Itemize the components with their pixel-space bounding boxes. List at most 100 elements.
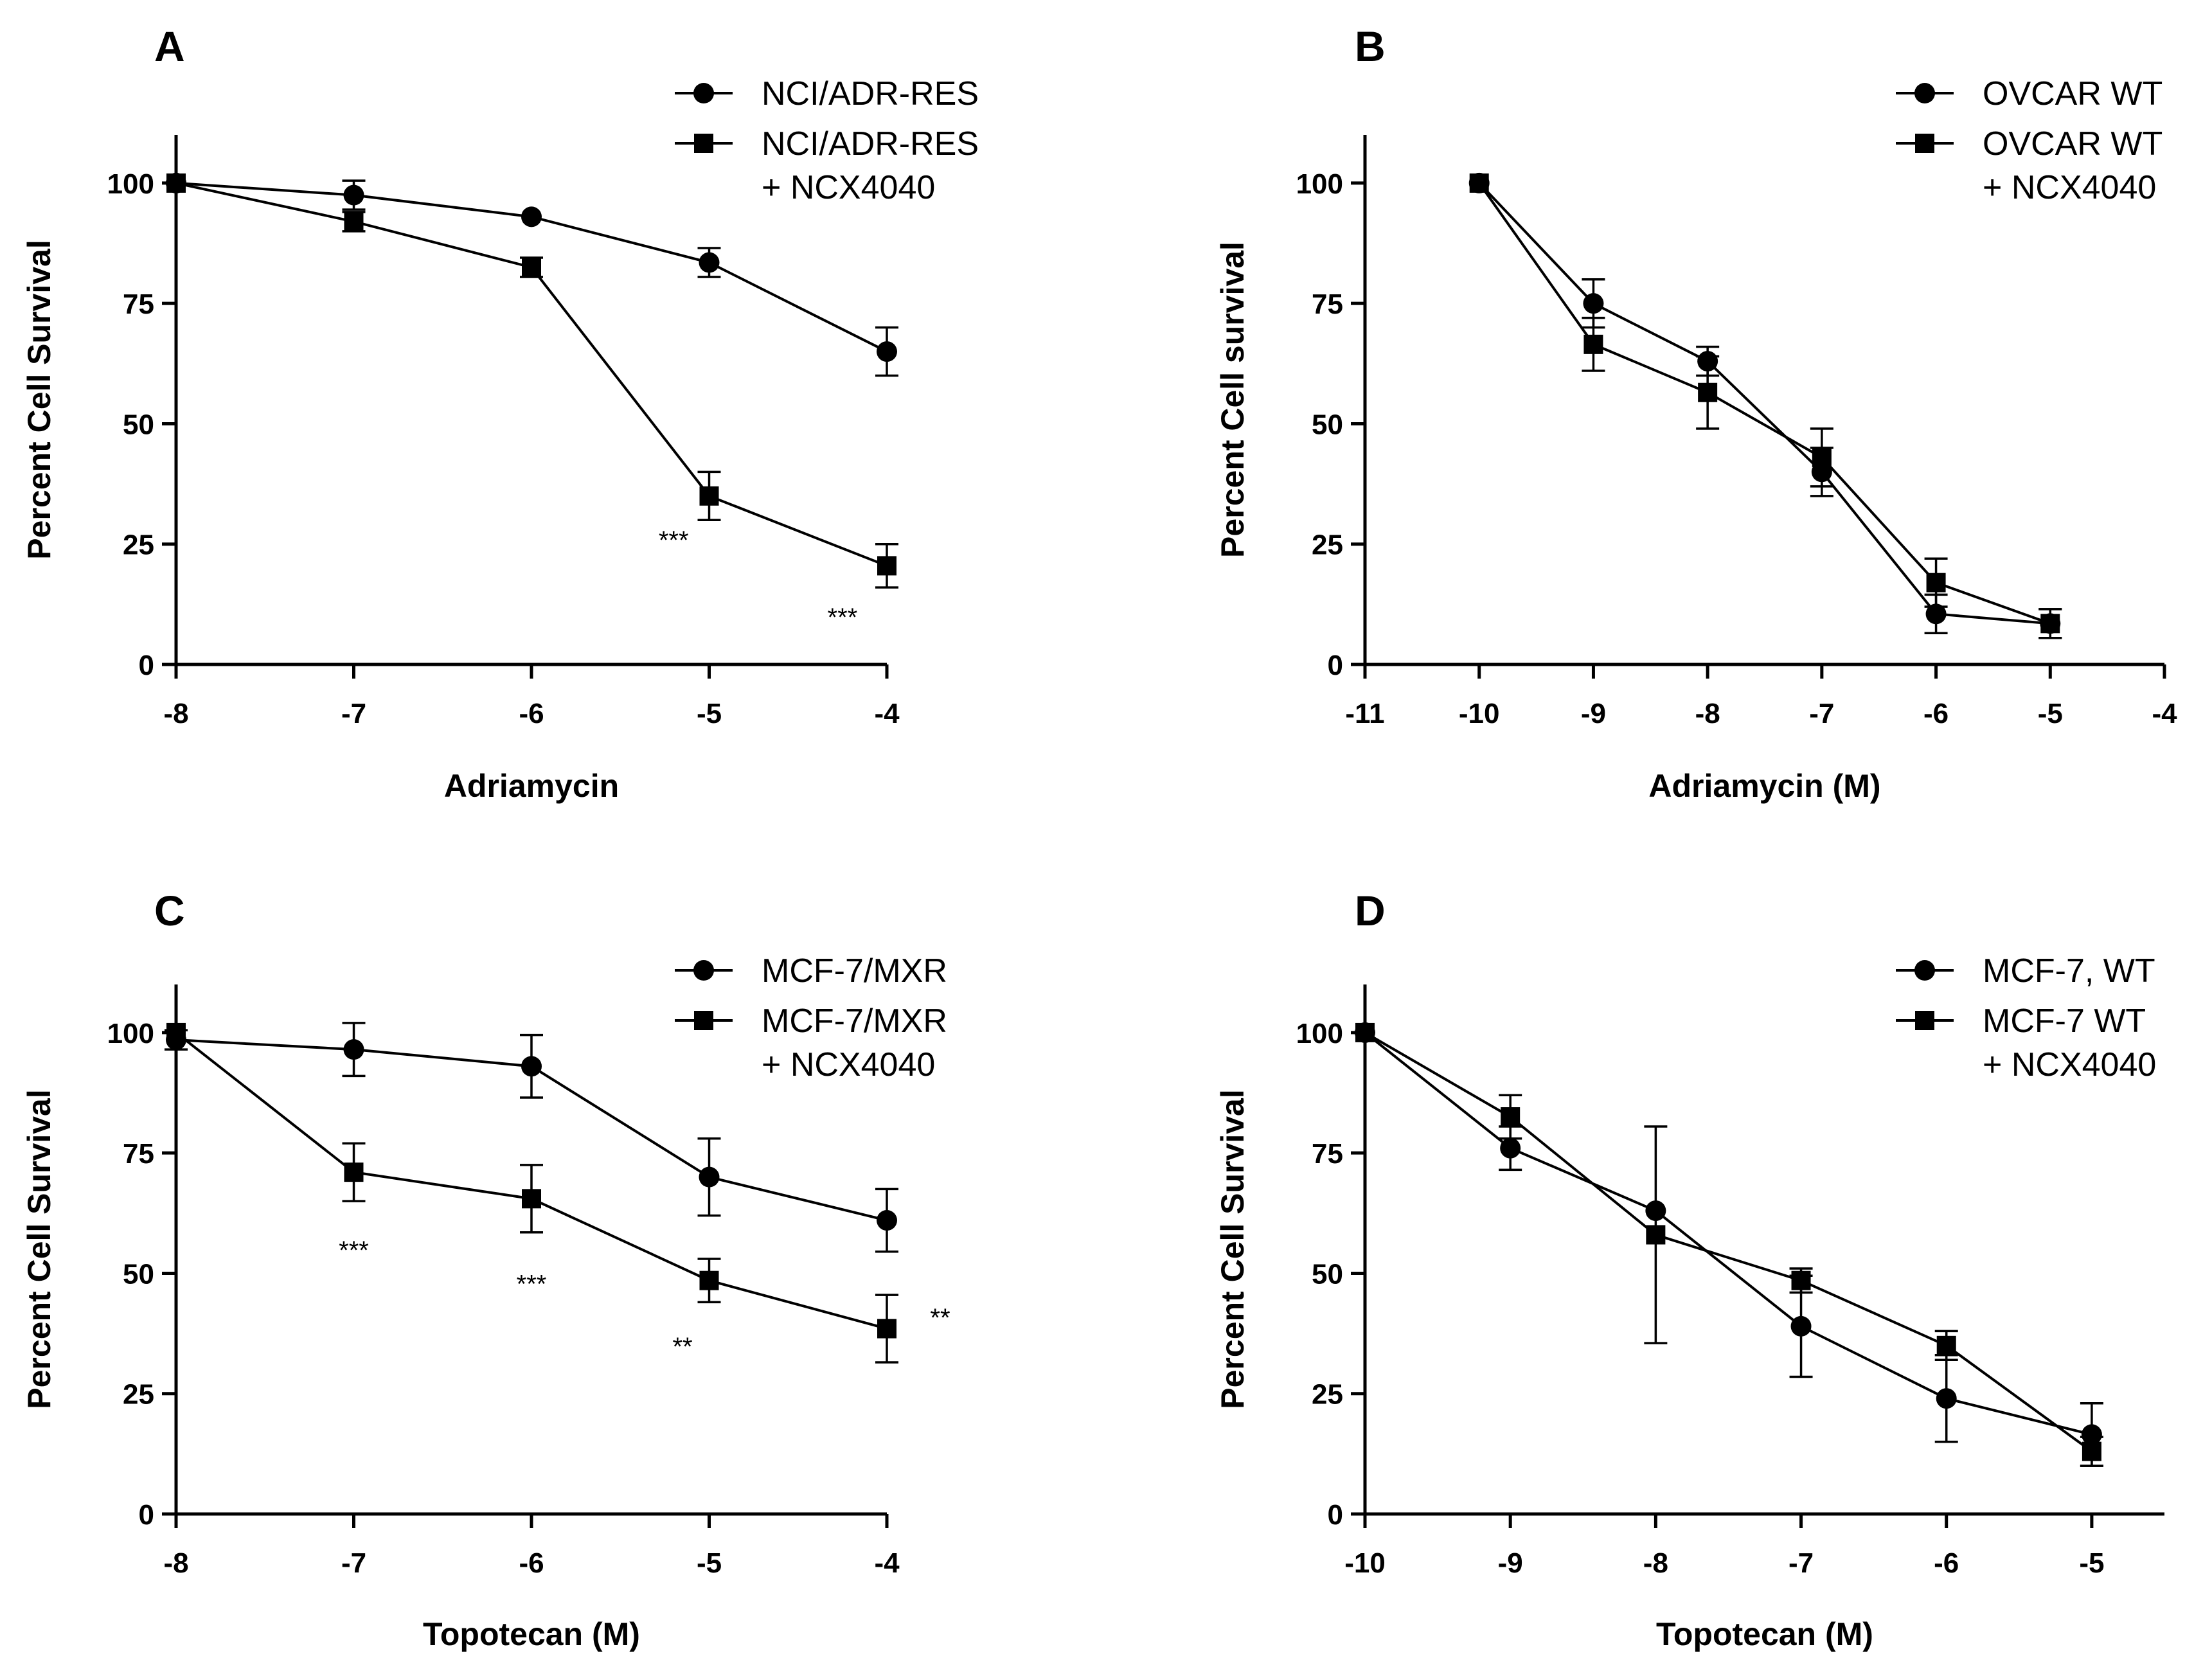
legend-entry: OVCAR WT <box>1983 75 2163 112</box>
series-line <box>1478 182 2051 625</box>
panel-letter: A <box>154 22 185 70</box>
legend: NCI/ADR-RES NCI/ADR-RES + NCX4040 <box>675 75 979 206</box>
data-point <box>1583 293 1604 314</box>
data-point <box>521 206 542 227</box>
data-point <box>877 556 896 576</box>
x-tick-label: -7 <box>341 1547 366 1579</box>
data-point <box>343 184 364 206</box>
y-tick-label: 75 <box>123 1138 154 1170</box>
legend-entry: MCF-7, WT <box>1983 952 2155 990</box>
y-tick-label: 0 <box>139 650 154 681</box>
series-line <box>175 181 887 567</box>
y-tick-label: 75 <box>1312 1138 1343 1170</box>
data-point <box>1355 1022 1375 1042</box>
y-axis-label: Percent Cell Survival <box>21 1089 57 1409</box>
legend-entry: + NCX4040 <box>1983 1046 2156 1083</box>
data-point <box>1469 173 1489 193</box>
legend-marker <box>694 1011 713 1030</box>
panel-letter: D <box>1355 887 1386 934</box>
significance-annotation: ** <box>672 1333 692 1361</box>
y-tick-label: 50 <box>1312 409 1343 440</box>
panel-c: C -8 -7 -6 -5 -4 0 25 50 75 100 Topotecan (M) Percen… <box>21 887 950 1652</box>
legend: MCF-7, WT MCF-7 WT + NCX4040 <box>1896 952 2156 1083</box>
data-point <box>877 1319 896 1339</box>
x-tick-label: -10 <box>1344 1547 1386 1579</box>
x-tick-label: -4 <box>2152 698 2177 729</box>
x-tick-label: -5 <box>2079 1547 2104 1579</box>
y-tick-label: 50 <box>123 409 154 440</box>
data-point <box>2081 1424 2102 1445</box>
x-tick-label: -5 <box>697 1547 722 1579</box>
y-tick-label: 0 <box>139 1499 154 1531</box>
series-ncx4040 <box>166 173 898 589</box>
x-axis-label: Topotecan (M) <box>1656 1616 1873 1652</box>
x-axis-label: Topotecan (M) <box>423 1616 640 1652</box>
data-point <box>1646 1225 1666 1245</box>
series-control <box>165 1022 898 1253</box>
data-point <box>877 341 897 362</box>
legend-marker <box>694 134 713 153</box>
significance-annotation: *** <box>659 526 689 555</box>
legend-marker <box>693 83 714 103</box>
series-line <box>1364 1031 2093 1453</box>
y-tick-label: 75 <box>123 289 154 320</box>
data-point <box>1812 447 1832 467</box>
series-line <box>1478 182 2051 625</box>
data-point <box>1925 603 1947 625</box>
data-point <box>1500 1137 1521 1159</box>
data-point <box>522 1189 541 1209</box>
legend-entry: NCI/ADR-RES <box>762 75 979 112</box>
x-tick-label: -6 <box>1934 1547 1959 1579</box>
x-tick-label: -4 <box>874 698 900 729</box>
data-point <box>1936 1388 1957 1409</box>
data-point <box>1501 1107 1521 1126</box>
data-point <box>343 1039 364 1060</box>
x-tick-label: -11 <box>1345 698 1384 729</box>
y-tick-label: 100 <box>107 168 154 200</box>
data-point <box>522 258 541 277</box>
data-point <box>1790 1315 1812 1337</box>
data-point <box>344 211 364 231</box>
y-tick-label: 0 <box>1328 650 1343 681</box>
x-tick-label: -8 <box>1643 1547 1668 1579</box>
y-tick-label: 0 <box>1328 1499 1343 1531</box>
data-point <box>877 1210 897 1231</box>
x-tick-label: -10 <box>1459 698 1500 729</box>
x-tick-label: -7 <box>1809 698 1834 729</box>
significance-annotation: *** <box>517 1270 547 1298</box>
legend-marker <box>1915 134 1934 153</box>
x-axis-label: Adriamycin (M) <box>1648 768 1880 804</box>
x-tick-label: -8 <box>163 1547 188 1579</box>
panel-a: A -8 -7 -6 -5 -4 0 25 50 75 100 Adriamycin Percent C… <box>21 22 979 804</box>
legend-marker <box>1915 1011 1934 1030</box>
series-ncx4040 <box>1469 173 2062 639</box>
x-tick-label: -5 <box>697 698 722 729</box>
legend-entry: MCF-7/MXR <box>762 1002 947 1040</box>
legend-entry: MCF-7/MXR <box>762 952 947 990</box>
y-tick-label: 75 <box>1312 289 1343 320</box>
x-tick-label: -9 <box>1581 698 1606 729</box>
data-point <box>344 1162 364 1182</box>
series-control <box>1468 172 2062 639</box>
legend-entry: NCI/ADR-RES <box>762 125 979 163</box>
data-point <box>1698 382 1718 402</box>
x-tick-label: -4 <box>874 1547 900 1579</box>
legend-marker <box>1914 83 1935 103</box>
series-line <box>1364 1031 2092 1436</box>
significance-annotation: *** <box>828 603 858 632</box>
significance-annotation: *** <box>339 1236 369 1265</box>
data-point <box>699 1166 720 1188</box>
legend-entry: + NCX4040 <box>1983 169 2156 206</box>
y-axis-label: Percent Cell survival <box>1215 242 1251 558</box>
x-tick-label: -6 <box>1923 698 1949 729</box>
legend-marker <box>693 960 714 981</box>
x-tick-label: -7 <box>341 698 366 729</box>
y-tick-label: 100 <box>1296 168 1343 200</box>
y-tick-label: 50 <box>1312 1258 1343 1290</box>
x-axis-label: Adriamycin <box>444 768 619 804</box>
x-tick-label: -5 <box>2038 698 2063 729</box>
data-point <box>699 252 720 273</box>
y-tick-label: 25 <box>123 1379 154 1411</box>
y-tick-label: 25 <box>123 530 154 561</box>
